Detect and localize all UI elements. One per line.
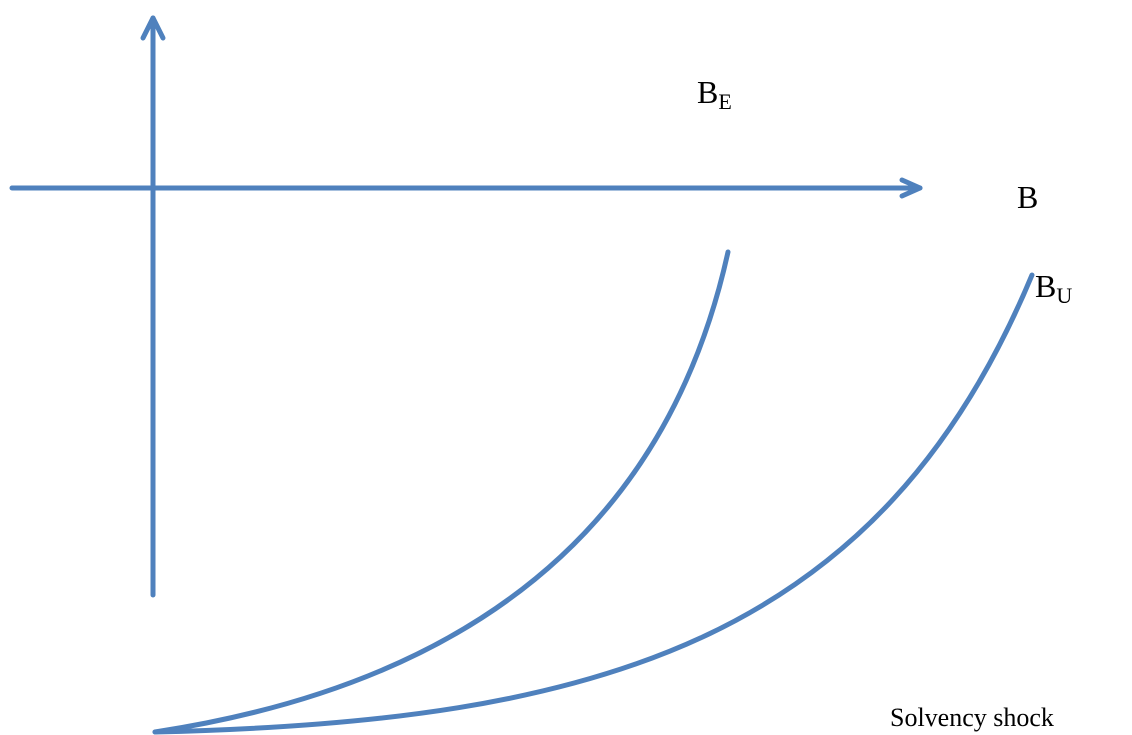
label-main: B	[1017, 179, 1038, 215]
curve-e	[152, 249, 731, 735]
label-bu: BU	[1035, 268, 1072, 308]
label-be: BE	[697, 74, 732, 114]
label-main: B	[697, 74, 718, 110]
label-b: B	[1017, 179, 1038, 215]
vertical-arrowhead	[140, 15, 166, 41]
label-sub: U	[1056, 283, 1072, 308]
horizontal-arrowhead	[899, 177, 923, 199]
label-sub: E	[718, 89, 731, 114]
note: Solvency shock	[890, 703, 1054, 732]
label-main: B	[1035, 268, 1056, 304]
curve-u	[152, 272, 1035, 735]
